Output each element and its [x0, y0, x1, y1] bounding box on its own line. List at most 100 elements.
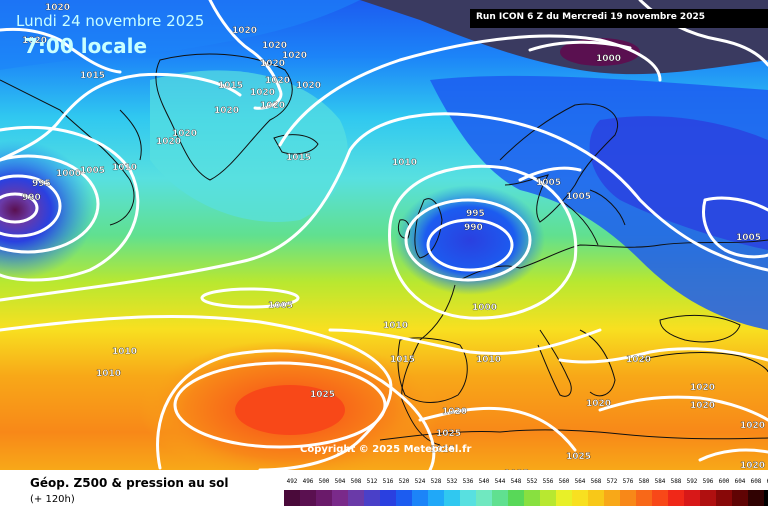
legend-swatch — [540, 490, 556, 506]
legend-swatch — [444, 490, 460, 506]
isobar-label: 1020 — [156, 137, 181, 147]
legend-swatch — [380, 490, 396, 506]
legend-label: 572 — [606, 478, 618, 485]
legend-label: 504 — [334, 478, 346, 485]
isobar-label: 1005 — [566, 192, 591, 202]
legend-label: 548 — [510, 478, 522, 485]
isobar-label: 1020 — [740, 421, 765, 431]
legend-swatch — [652, 490, 668, 506]
isobar-label: 1010 — [392, 158, 417, 168]
legend-swatch — [316, 490, 332, 506]
isobar-label: 995 — [32, 179, 51, 189]
isobar-label: 1020 — [260, 101, 285, 111]
legend-swatch — [636, 490, 652, 506]
isobar-label: 1025 — [566, 452, 591, 462]
legend-swatch — [604, 490, 620, 506]
run-info-text: Run ICON 6 Z du Mercredi 19 novembre 202… — [476, 12, 705, 22]
legend-swatch — [332, 490, 348, 506]
legend-label: 568 — [590, 478, 602, 485]
isobar-label: 1005 — [80, 166, 105, 176]
isobar-label: 1020 — [626, 355, 651, 365]
isobar-label: 1020 — [172, 129, 197, 139]
isobar-label: 1005 — [736, 233, 761, 243]
isobar-label: 1010 — [96, 369, 121, 379]
legend-swatch — [684, 490, 700, 506]
isobar-label: 995 — [466, 209, 485, 219]
legend-swatch — [572, 490, 588, 506]
isobar-label: 1010 — [112, 163, 137, 173]
legend-swatch — [620, 490, 636, 506]
isobar-label: 1025 — [310, 390, 335, 400]
footer-subtitle: (+ 120h) — [30, 494, 75, 505]
isobar-label: 1020 — [586, 399, 611, 409]
legend-label: 524 — [414, 478, 426, 485]
run-info-banner: Run ICON 6 Z du Mercredi 19 novembre 202… — [470, 9, 768, 28]
legend-label: 540 — [478, 478, 490, 485]
isobar-label: 1005 — [268, 301, 293, 311]
legend-swatch — [492, 490, 508, 506]
isobar-label: 1020 — [214, 106, 239, 116]
legend-swatch — [348, 490, 364, 506]
legend-swatch — [732, 490, 748, 506]
legend-label: 560 — [558, 478, 570, 485]
legend-label: 516 — [382, 478, 394, 485]
legend-label: 544 — [494, 478, 506, 485]
legend-swatch — [396, 490, 412, 506]
legend-swatch — [300, 490, 316, 506]
legend-label: 580 — [638, 478, 650, 485]
isobar-label: 1000 — [56, 169, 81, 179]
isobar-label: 1025 — [436, 429, 461, 439]
legend-label: 612 — [764, 478, 768, 485]
isobar-label: 1020 — [690, 383, 715, 393]
isobar-label: 1015 — [390, 355, 415, 365]
legend-swatch — [588, 490, 604, 506]
copyright-text: Copyright © 2025 Meteociel.fr — [300, 444, 472, 455]
legend-swatch — [668, 490, 684, 506]
isobar-label: 1020 — [442, 407, 467, 417]
legend-label: 496 — [302, 478, 314, 485]
legend-swatch — [748, 490, 764, 506]
legend-label: 520 — [398, 478, 410, 485]
isobar-label: 1005 — [536, 178, 561, 188]
legend-label: 604 — [734, 478, 746, 485]
isobar-label: 1000 — [472, 303, 497, 313]
isobar-label: 990 — [464, 223, 483, 233]
legend-label: 596 — [702, 478, 714, 485]
legend-label: 564 — [574, 478, 586, 485]
legend-swatch — [556, 490, 572, 506]
isobar-label: 1020 — [232, 26, 257, 36]
legend-label: 556 — [542, 478, 554, 485]
legend-swatch — [524, 490, 540, 506]
isobar-label: 1015 — [286, 153, 311, 163]
legend-label: 552 — [526, 478, 538, 485]
legend-label: 584 — [654, 478, 666, 485]
isobar-label: 1020 — [250, 88, 275, 98]
isobar-label: 1020 — [282, 51, 307, 61]
isobar-label: 1010 — [383, 321, 408, 331]
isobar-label: 1020 — [22, 36, 47, 46]
isobar-label: 1020 — [262, 41, 287, 51]
valid-time: 7:00 locale — [24, 34, 148, 58]
legend-swatch — [508, 490, 524, 506]
legend-swatch — [716, 490, 732, 506]
isobar-label: 1025 — [504, 469, 529, 470]
isobar-label: 1020 — [265, 76, 290, 86]
legend-label: 512 — [366, 478, 378, 485]
isobar-label: 1020 — [45, 3, 70, 13]
legend-label: 528 — [430, 478, 442, 485]
valid-date: Lundi 24 novembre 2025 — [16, 12, 205, 30]
legend-label: 576 — [622, 478, 634, 485]
legend-label: 592 — [686, 478, 698, 485]
legend-swatch — [428, 490, 444, 506]
isobar-label: 1015 — [218, 81, 243, 91]
legend-label: 600 — [718, 478, 730, 485]
legend-label: 588 — [670, 478, 682, 485]
legend-swatch — [364, 490, 380, 506]
isobar-label: 1010 — [112, 347, 137, 357]
isobar-label: 1015 — [80, 71, 105, 81]
isobar-label: 1020 — [690, 401, 715, 411]
legend-swatch — [764, 490, 768, 506]
legend-swatch — [700, 490, 716, 506]
isobar-label: 1020 — [296, 81, 321, 91]
